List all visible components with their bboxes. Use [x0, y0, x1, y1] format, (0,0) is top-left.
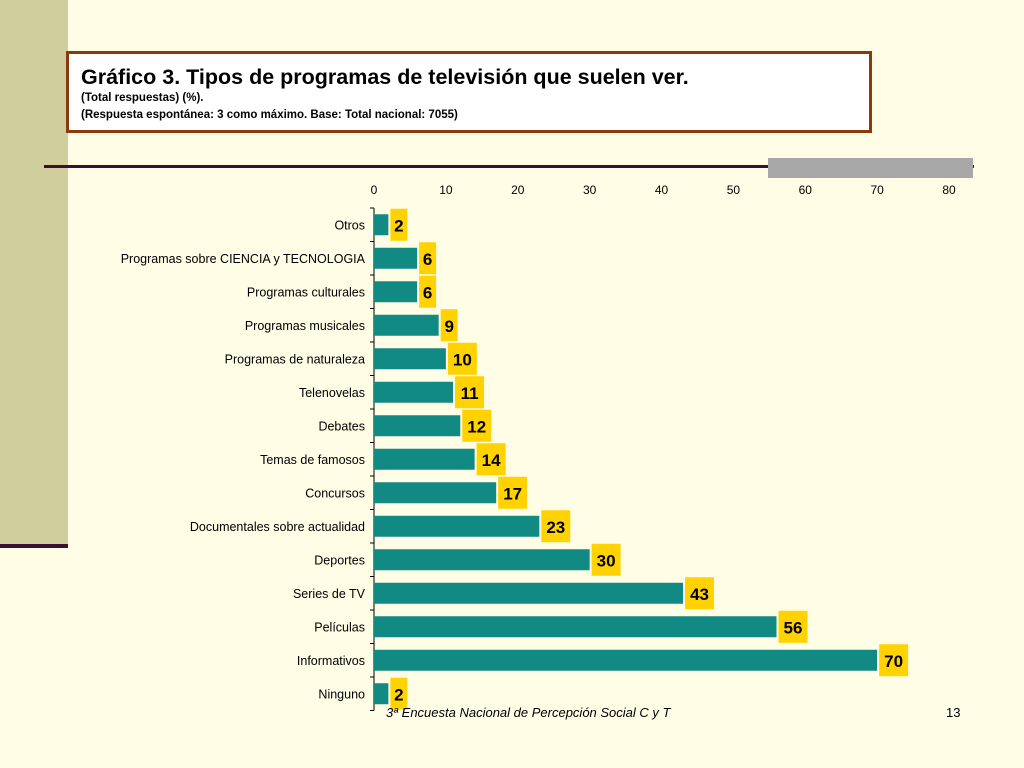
data-label-box: [419, 242, 437, 275]
category-label: Debates: [318, 419, 365, 433]
chart-subtitle-2: (Respuesta espontánea: 3 como máximo. Ba…: [81, 109, 458, 121]
header-rule: [44, 165, 974, 168]
title-box: Gráfico 3. Tipos de programas de televis…: [66, 51, 872, 133]
x-tick-label: 50: [727, 183, 741, 197]
header-accent-bar: [768, 158, 973, 178]
footer-note: 3ª Encuesta Nacional de Percepción Socia…: [386, 705, 671, 720]
bar: [374, 683, 389, 705]
data-label-box: [591, 543, 621, 576]
category-label: Programas de naturaleza: [225, 352, 365, 366]
category-label: Programas sobre CIENCIA y TECNOLOGIA: [121, 252, 366, 266]
chart-subtitle-1: (Total respuestas) (%).: [81, 92, 204, 104]
chart-title: Gráfico 3. Tipos de programas de televis…: [81, 65, 689, 89]
category-label: Series de TV: [293, 587, 366, 601]
bar: [374, 616, 777, 638]
data-label: 2: [394, 685, 403, 704]
data-label-box: [390, 677, 408, 710]
bar: [374, 348, 446, 370]
category-label: Programas musicales: [245, 319, 365, 333]
category-label: Programas culturales: [247, 285, 365, 299]
category-label: Ninguno: [318, 687, 365, 701]
data-label: 9: [444, 317, 453, 336]
category-label: Deportes: [314, 553, 365, 567]
x-tick-label: 30: [583, 183, 597, 197]
data-label: 11: [461, 384, 479, 403]
x-tick-label: 40: [655, 183, 669, 197]
bar: [374, 515, 540, 537]
bar: [374, 381, 454, 403]
data-label-box: [541, 510, 571, 543]
side-rule: [0, 544, 68, 548]
data-label-box: [447, 342, 477, 375]
bar: [374, 582, 684, 604]
data-label: 10: [453, 350, 472, 369]
bar: [374, 314, 439, 336]
data-label-box: [778, 610, 808, 643]
data-label: 12: [467, 417, 486, 436]
data-label-box: [390, 208, 408, 241]
data-label: 23: [546, 518, 565, 537]
data-label-box: [685, 577, 715, 610]
data-label-box: [462, 409, 492, 442]
data-label: 6: [423, 250, 432, 269]
data-label-box: [498, 476, 528, 509]
x-tick-label: 10: [439, 183, 453, 197]
bar: [374, 247, 418, 269]
x-tick-label: 70: [870, 183, 884, 197]
bar: [374, 448, 475, 470]
bar: [374, 415, 461, 437]
category-label: Documentales sobre actualidad: [190, 520, 365, 534]
data-label: 6: [423, 283, 432, 302]
page-number: 13: [946, 705, 961, 720]
x-tick-label: 20: [511, 183, 525, 197]
category-label: Temas de famosos: [260, 453, 365, 467]
data-label: 70: [884, 652, 903, 671]
bar: [374, 281, 418, 303]
data-label: 56: [784, 618, 803, 637]
data-label-box: [476, 443, 506, 476]
x-tick-label: 0: [371, 183, 378, 197]
x-tick-label: 60: [799, 183, 813, 197]
category-label: Telenovelas: [299, 386, 365, 400]
category-label: Concursos: [305, 486, 365, 500]
side-band: [0, 0, 68, 546]
category-label: Informativos: [297, 654, 365, 668]
data-label: 14: [482, 451, 501, 470]
data-label-box: [455, 376, 485, 409]
bar: [374, 482, 497, 504]
data-label: 30: [597, 551, 616, 570]
data-label: 43: [690, 585, 709, 604]
x-tick-label: 80: [942, 183, 956, 197]
data-label: 2: [394, 216, 403, 235]
category-label: Películas: [314, 620, 365, 634]
bar: [374, 649, 878, 671]
data-label-box: [419, 275, 437, 308]
bar: [374, 549, 590, 571]
data-label-box: [879, 644, 909, 677]
data-label-box: [440, 309, 458, 342]
category-label: Otros: [334, 218, 365, 232]
bar: [374, 214, 389, 236]
data-label: 17: [503, 484, 522, 503]
